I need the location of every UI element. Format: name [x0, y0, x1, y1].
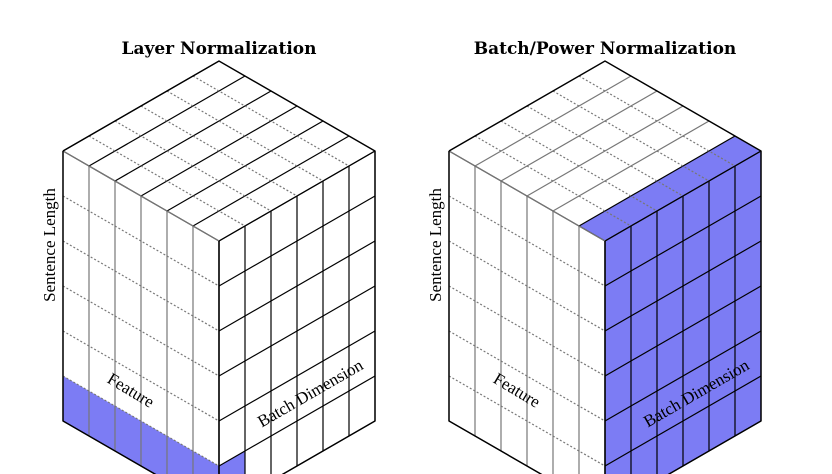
- layer-norm-y-label: Sentence Length: [40, 188, 59, 302]
- grid-line: [578, 135, 736, 227]
- grid-line: [62, 150, 220, 242]
- highlight-right-face-cell: [219, 451, 245, 474]
- cube-outline: [448, 60, 762, 474]
- grid-line: [218, 240, 376, 332]
- grid-line: [218, 375, 376, 467]
- grid-line: [140, 105, 298, 197]
- grid-line: [604, 375, 762, 467]
- grid-line: [88, 75, 246, 167]
- grid-line: [218, 285, 376, 377]
- grid-line: [218, 330, 376, 422]
- grid-line: [526, 105, 684, 197]
- grid-line: [448, 150, 606, 242]
- grid-line: [474, 75, 632, 167]
- grid-line: [604, 330, 762, 422]
- grid-line: [192, 135, 350, 227]
- layer-norm-title: Layer Normalization: [122, 39, 317, 59]
- layer-norm-cube: [62, 60, 376, 474]
- grid-line: [604, 195, 762, 287]
- batch-power-norm-x-label: Feature: [490, 369, 543, 412]
- batch-power-norm-title: Batch/Power Normalization: [474, 39, 737, 59]
- cube-outline: [62, 60, 376, 474]
- batch-power-norm-cube: [448, 60, 762, 474]
- batch-power-norm-y-label: Sentence Length: [426, 188, 445, 302]
- grid-line: [604, 285, 762, 377]
- grid-line: [604, 240, 762, 332]
- grid-line: [218, 195, 376, 287]
